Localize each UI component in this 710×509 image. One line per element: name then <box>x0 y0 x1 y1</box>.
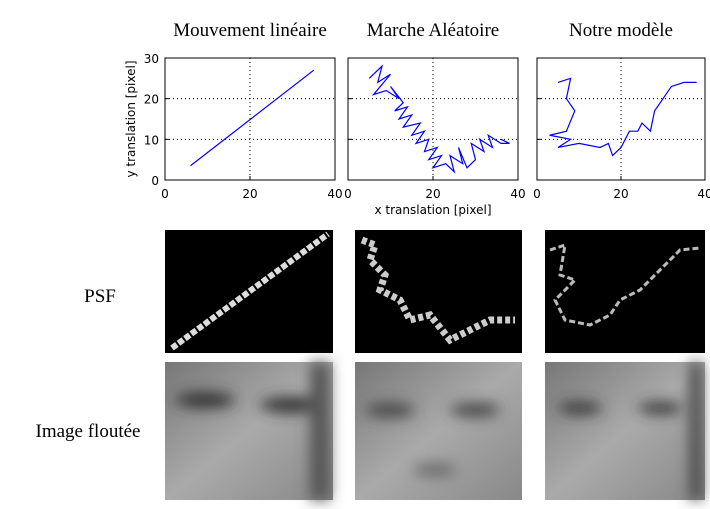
psf-images <box>165 230 705 353</box>
y-tick-label: 10 <box>144 133 159 147</box>
row-label: PSF <box>84 286 116 307</box>
y-tick-label: 20 <box>144 93 159 107</box>
plot-frame <box>536 57 706 181</box>
row-label: Image floutée <box>36 421 141 442</box>
x-tick-label: 40 <box>327 187 342 201</box>
chart-title: Notre modèle <box>569 20 673 41</box>
x-tick-label: 20 <box>425 187 440 201</box>
x-tick-label: 0 <box>161 187 169 201</box>
trajectory <box>549 77 697 157</box>
trajectory <box>368 64 510 174</box>
blurred-images <box>165 362 705 500</box>
x-axis-label: x translation [pixel] <box>374 203 491 217</box>
trajectory <box>190 69 315 167</box>
x-tick-label: 20 <box>242 187 257 201</box>
x-tick-label: 20 <box>613 187 628 201</box>
x-tick-label: 0 <box>344 187 352 201</box>
y-tick-label: 30 <box>144 52 159 66</box>
y-tick-label: 0 <box>151 174 159 188</box>
x-tick-label: 40 <box>697 187 710 201</box>
y-axis-label: y translation [pixel] <box>124 60 138 177</box>
plot-frame <box>347 57 519 181</box>
x-tick-label: 0 <box>533 187 541 201</box>
chart-title: Mouvement linéaire <box>173 20 327 41</box>
chart-title: Marche Aléatoire <box>367 20 499 41</box>
plot-frame <box>164 57 336 181</box>
x-tick-label: 40 <box>510 187 525 201</box>
